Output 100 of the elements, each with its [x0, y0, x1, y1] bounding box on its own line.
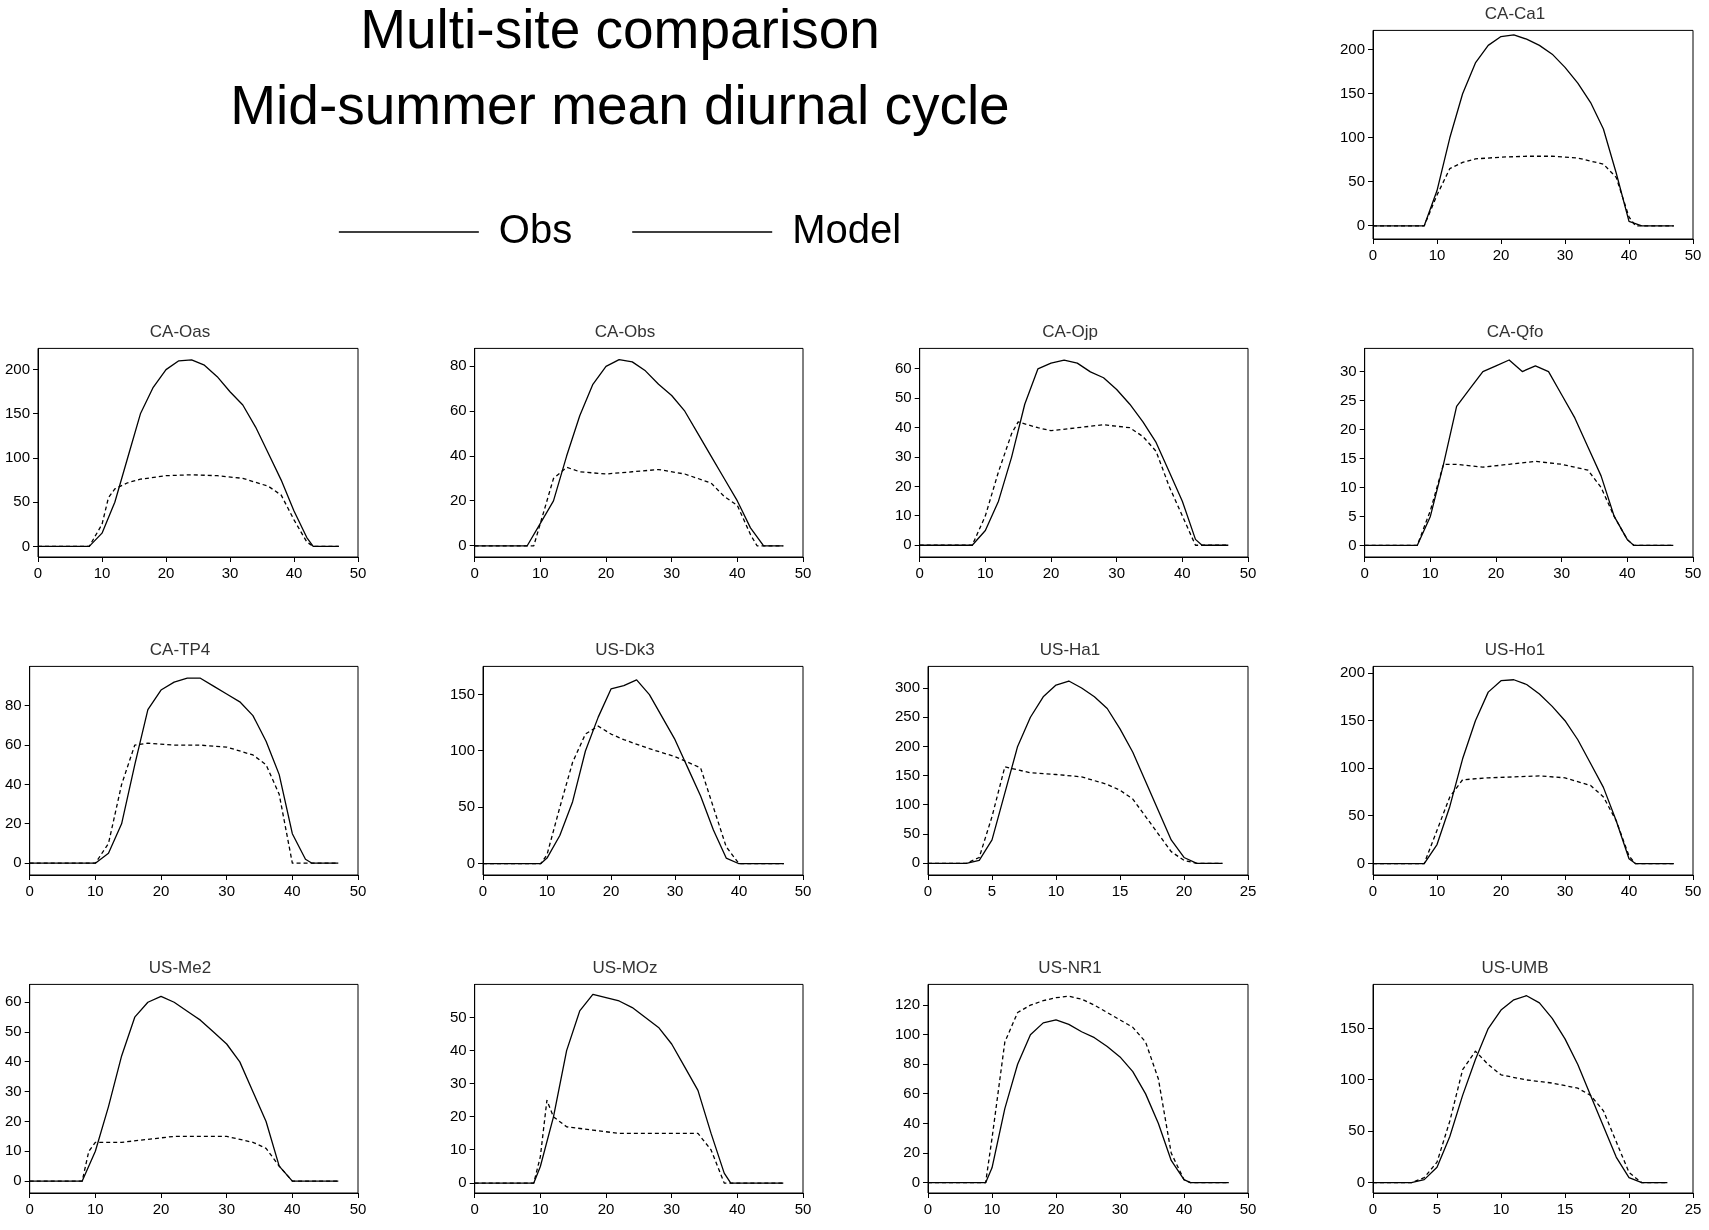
x-tick-label: 40: [283, 1200, 301, 1218]
x-tick-label: 10: [538, 882, 556, 900]
chart-title: CA-Obs: [594, 321, 656, 341]
y-tick-label: 30: [895, 447, 912, 465]
y-tick-label: 150: [1340, 1018, 1366, 1036]
y-tick-label: 20: [895, 476, 912, 494]
y-tick-label: 200: [1340, 39, 1366, 57]
y-tick-label: 200: [5, 359, 31, 377]
y-tick-label: 250: [895, 707, 921, 725]
x-tick-label: 0: [923, 1200, 933, 1218]
chart-title: CA-Oas: [149, 321, 211, 341]
x-tick-label: 10: [532, 1200, 549, 1218]
y-tick-label: 200: [1340, 663, 1366, 681]
x-tick-label: 10: [1428, 246, 1446, 264]
x-tick-label: 10: [983, 1200, 1001, 1218]
x-tick-label: 30: [218, 882, 236, 900]
chart-title: US-NR1: [1038, 957, 1102, 977]
x-tick-label: 20: [1492, 882, 1510, 900]
x-tick-label: 15: [1556, 1200, 1574, 1218]
y-tick-label: 60: [450, 401, 467, 419]
y-tick-label: 150: [450, 684, 476, 702]
x-tick-label: 10: [87, 882, 104, 900]
x-tick-label: 40: [283, 882, 301, 900]
y-tick-label: 10: [450, 1140, 467, 1158]
x-tick-label: 30: [1556, 246, 1574, 264]
x-tick-label: 20: [1047, 1200, 1065, 1218]
y-tick-label: 50: [450, 1007, 467, 1025]
y-tick-label: 0: [466, 853, 476, 871]
y-tick-label: 0: [458, 1173, 467, 1191]
chart-title: US-MOz: [592, 957, 658, 977]
y-tick-label: 40: [450, 1040, 467, 1058]
y-tick-label: 100: [1340, 127, 1366, 145]
x-tick-label: 30: [666, 882, 684, 900]
x-tick-label: 40: [1175, 1200, 1193, 1218]
x-tick-label: 5: [1432, 1200, 1442, 1218]
y-tick-label: 80: [450, 356, 467, 374]
x-tick-label: 20: [1042, 564, 1060, 582]
x-tick-label: 40: [1618, 564, 1636, 582]
x-tick-label: 20: [1492, 246, 1510, 264]
x-tick-label: 20: [152, 882, 170, 900]
y-tick-label: 50: [1348, 806, 1366, 824]
x-tick-label: 15: [1111, 882, 1129, 900]
x-tick-label: 10: [977, 564, 994, 582]
y-tick-label: 40: [895, 417, 912, 435]
y-tick-label: 25: [1340, 390, 1357, 408]
y-tick-label: 0: [1356, 215, 1366, 233]
chart-title: CA-Qfo: [1486, 321, 1544, 341]
y-tick-label: 150: [1340, 710, 1366, 728]
y-tick-label: 200: [895, 736, 921, 754]
y-tick-label: 300: [895, 678, 921, 696]
y-tick-label: 20: [903, 1143, 921, 1161]
x-tick-label: 5: [987, 882, 997, 900]
x-tick-label: 40: [1173, 564, 1191, 582]
x-tick-label: 30: [221, 564, 239, 582]
y-tick-label: 0: [1356, 853, 1366, 871]
y-tick-label: 0: [911, 1172, 921, 1190]
y-tick-label: 100: [895, 795, 921, 813]
y-tick-label: 80: [903, 1054, 921, 1072]
x-tick-label: 20: [597, 564, 615, 582]
y-tick-label: 60: [895, 359, 912, 377]
y-tick-label: 20: [5, 1111, 22, 1129]
y-tick-label: 40: [903, 1113, 921, 1131]
y-tick-label: 10: [895, 506, 912, 524]
y-tick-label: 0: [13, 853, 22, 871]
x-tick-label: 20: [602, 882, 620, 900]
chart-title: US-Ho1: [1484, 639, 1546, 659]
y-tick-label: 30: [450, 1073, 467, 1091]
x-tick-label: 50: [1684, 246, 1702, 264]
y-tick-label: 20: [5, 813, 22, 831]
legend-label: Obs: [498, 207, 573, 252]
x-tick-label: 10: [1492, 1200, 1510, 1218]
x-tick-label: 20: [1487, 564, 1505, 582]
chart-title: US-Me2: [148, 957, 212, 977]
y-tick-label: 40: [5, 1052, 22, 1070]
x-tick-label: 20: [1175, 882, 1193, 900]
x-tick-label: 40: [1620, 882, 1638, 900]
x-tick-label: 25: [1239, 882, 1257, 900]
legend-label: Model: [792, 207, 902, 252]
x-tick-label: 50: [794, 564, 812, 582]
y-tick-label: 50: [13, 492, 31, 510]
y-tick-label: 5: [1348, 506, 1357, 524]
x-tick-label: 10: [532, 564, 549, 582]
y-tick-label: 60: [5, 735, 22, 753]
y-tick-label: 100: [450, 741, 476, 759]
x-tick-label: 0: [1368, 882, 1378, 900]
y-tick-label: 60: [5, 992, 22, 1010]
x-tick-label: 40: [728, 1200, 746, 1218]
y-tick-label: 50: [1348, 171, 1366, 189]
x-tick-label: 50: [1239, 1200, 1257, 1218]
x-tick-label: 0: [923, 882, 933, 900]
y-tick-label: 50: [458, 797, 476, 815]
y-tick-label: 100: [5, 448, 31, 466]
x-tick-label: 10: [87, 1200, 104, 1218]
chart-title: US-Ha1: [1039, 639, 1101, 659]
y-tick-label: 150: [895, 765, 921, 783]
x-tick-label: 20: [157, 564, 175, 582]
y-tick-label: 100: [895, 1024, 921, 1042]
y-tick-label: 0: [911, 853, 921, 871]
chart-title: CA-Ca1: [1484, 3, 1546, 23]
x-tick-label: 25: [1684, 1200, 1702, 1218]
